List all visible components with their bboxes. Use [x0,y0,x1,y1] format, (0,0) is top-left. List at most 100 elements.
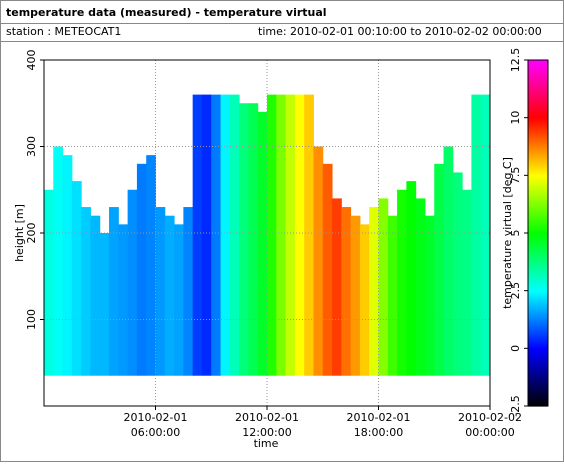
y-tick-label: 100 [25,309,38,330]
colorbar-strip [528,128,548,131]
colorbar-strip [528,144,548,147]
colorbar-tick-label: 2.5 [509,282,522,300]
colorbar-strip [528,322,548,325]
cell-column [424,215,435,376]
colorbar-strip [528,66,548,69]
colorbar-strip [528,328,548,331]
colorbar-strip [528,114,548,117]
colorbar-strip [528,222,548,225]
colorbar-strip [528,356,548,359]
colorbar-strip [528,294,548,297]
colorbar-strip [528,284,548,287]
colorbar-strip [528,102,548,105]
plot-border [43,59,491,407]
colorbar-strip [528,188,548,191]
colorbar-strip [528,104,548,107]
colorbar-strip [528,106,548,109]
colorbar-strip [528,274,548,277]
colorbar-tick-label: -2.5 [509,395,522,416]
colorbar-strip [528,306,548,309]
cell-column [341,207,352,376]
colorbar-strip [528,374,548,377]
colorbar-strip [528,204,548,207]
colorbar-strip [528,368,548,371]
colorbar-strip [528,330,548,333]
colorbar-strip [528,358,548,361]
cell-column [257,111,268,376]
period: time: 2010-02-01 00:10:00 to 2010-02-02 … [258,25,542,38]
colorbar-strip [528,142,548,145]
colorbar-strip [528,352,548,355]
cell-column [322,163,333,376]
colorbar-strip [528,150,548,153]
colorbar-strip [528,210,548,213]
colorbar-strip [528,326,548,329]
cell-column [294,94,305,376]
colorbar-strip [528,220,548,223]
colorbar-strip [528,230,548,233]
colorbar-strip [528,264,548,267]
colorbar-strip [528,312,548,315]
cell-column [387,215,398,376]
colorbar-strip [528,384,548,387]
colorbar-strip [528,118,548,121]
colorbar-strip [528,166,548,169]
colorbar-strip [528,154,548,157]
colorbar-strip [528,366,548,369]
colorbar-strip [528,334,548,337]
colorbar-strip [528,348,548,351]
x-tick-label: 12:00:00 [242,426,291,439]
colorbar-strip [528,88,548,91]
colorbar-strip [528,156,548,159]
x-tick-label: 00:00:00 [465,426,514,439]
colorbar-strip [528,96,548,99]
colorbar-strip [528,320,548,323]
colorbar-strip [528,340,548,343]
colorbar-strip [528,386,548,389]
cell-column [44,189,54,376]
y-tick-label: 400 [25,50,38,71]
colorbar-strip [528,398,548,401]
colorbar-strip [528,78,548,81]
cell-column [53,146,64,376]
colorbar-strip [528,258,548,261]
colorbar-strip [528,370,548,373]
cell-column [378,198,389,376]
x-tick-label: 2010-02-01 [235,411,299,424]
cell-column [192,94,203,376]
colorbar-strip [528,388,548,391]
station: station : METEOCAT1 [6,25,121,38]
cell-column [62,155,73,376]
colorbar-strip [528,136,548,139]
colorbar-strip [528,82,548,85]
cell-column [155,207,166,376]
colorbar-tick-label: 0 [509,345,522,352]
x-tick-label: 06:00:00 [131,426,180,439]
colorbar-tick-label: 7.5 [509,167,522,185]
colorbar-strip [528,362,548,365]
y-tick-label: 200 [25,223,38,244]
colorbar-strip [528,300,548,303]
cell-column [313,146,324,376]
colorbar-strip [528,170,548,173]
colorbar-strip [528,338,548,341]
colorbar-strip [528,60,548,63]
colorbar-strip [528,198,548,201]
colorbar-strip [528,376,548,379]
colorbar-strip [528,158,548,161]
cell-column [350,215,361,376]
colorbar-strip [528,148,548,151]
colorbar-strip [528,344,548,347]
cell-column [480,94,491,376]
colorbar-strip [528,302,548,305]
colorbar-strip [528,390,548,393]
colorbar-strip [528,124,548,127]
cell-column [452,172,463,376]
colorbar-strip [528,216,548,219]
cell-column [164,215,175,376]
colorbar-strip [528,224,548,227]
colorbar-strip [528,132,548,135]
colorbar-strip [528,278,548,281]
cell-column [183,207,194,376]
